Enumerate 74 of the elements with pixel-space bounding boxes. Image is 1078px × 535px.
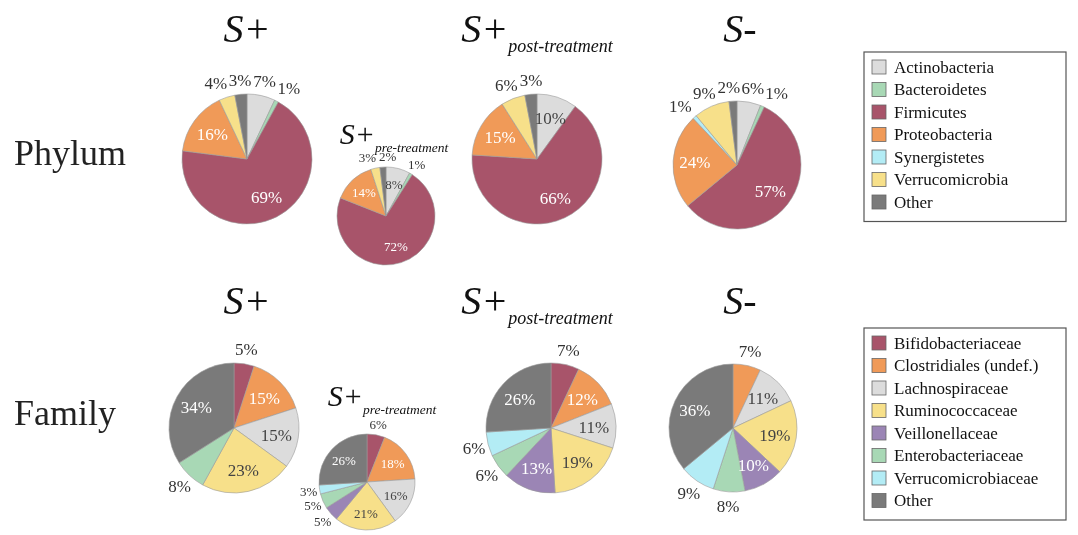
data-label: 7%	[253, 72, 277, 92]
legend-label: Ruminococcaceae	[894, 401, 1018, 420]
data-label: 66%	[539, 188, 571, 208]
data-label: 5%	[235, 340, 258, 360]
data-label: 9%	[692, 83, 716, 103]
data-label: 1%	[407, 156, 426, 172]
text: Phylum	[14, 133, 127, 173]
legend-label: Verrucomicrobia	[894, 170, 1009, 189]
legend-label: Other	[894, 192, 934, 212]
slice-label: S+$_{post-treatment}$	[461, 6, 614, 56]
data-label: 5%	[314, 513, 332, 529]
data-label: 1%	[765, 83, 788, 103]
slice-label: S+$_{post-treatment}$	[461, 278, 614, 328]
data-label: 7%	[557, 341, 580, 361]
slice-label: S+$_{pre-treatment}$	[339, 117, 450, 155]
slice-label: S+	[223, 278, 271, 323]
data-label: 15%	[248, 388, 280, 408]
data-label: 15%	[484, 128, 516, 148]
data-label: 18%	[380, 455, 405, 471]
data-label: 19%	[561, 452, 593, 472]
data-label: 23%	[227, 460, 259, 480]
data-label: 16%	[383, 488, 408, 504]
data-label: 8%	[168, 476, 191, 496]
data-label: 72%	[384, 239, 409, 255]
data-label: 6%	[462, 438, 486, 458]
data-label: 16%	[196, 124, 228, 144]
data-label: 26%	[504, 389, 536, 409]
data-label: 4%	[204, 74, 228, 94]
data-label: 9%	[677, 483, 701, 503]
data-label: 2%	[717, 77, 741, 97]
legend-label: Lachnospiraceae	[894, 378, 1009, 398]
data-label: 26%	[331, 452, 356, 468]
data-label: 8%	[716, 497, 740, 517]
data-label: 69%	[250, 188, 283, 208]
data-label: 6%	[369, 416, 387, 432]
slice-label: S-	[723, 6, 757, 51]
data-label: 11%	[578, 417, 610, 437]
legend-label: Enterobacteriaceae	[894, 446, 1024, 465]
legend-label: Actinobacteria	[894, 57, 995, 77]
data-label: 10%	[737, 455, 769, 475]
legend-label: Proteobacteria	[894, 125, 993, 144]
text: Family	[14, 393, 117, 433]
data-label: 13%	[520, 459, 553, 479]
data-label: 6%	[741, 78, 765, 98]
data-label: 6%	[475, 465, 499, 485]
data-label: 3%	[519, 70, 543, 90]
data-label: 6%	[494, 76, 518, 96]
legend-label: Bifidobacteriaceae	[894, 333, 1022, 353]
data-label: 11%	[747, 389, 779, 409]
slice-label: S+	[223, 6, 271, 51]
data-label: 1%	[277, 79, 301, 99]
data-label: 1%	[669, 97, 692, 117]
data-label: 36%	[679, 400, 711, 420]
data-label: 3%	[228, 70, 252, 90]
data-label: 15%	[260, 425, 292, 445]
data-label: 14%	[351, 184, 376, 200]
legend-label: Veillonellaceae	[894, 423, 998, 443]
legend-label: Synergistetes	[894, 147, 985, 167]
legend-label: Other	[894, 491, 934, 510]
data-label: 57%	[754, 181, 786, 201]
data-label: 21%	[354, 506, 379, 522]
legend-label: Clostridiales (undef.)	[894, 356, 1039, 375]
legend-label: Verrucomicrobiaceae	[894, 468, 1039, 488]
data-label: 24%	[679, 153, 711, 173]
slice-label: S+$_{pre-treatment}$	[327, 379, 438, 417]
data-label: 3%	[300, 483, 318, 499]
data-label: 19%	[759, 425, 791, 445]
data-label: 7%	[738, 342, 762, 362]
data-label: 34%	[180, 398, 212, 418]
data-label: 12%	[566, 389, 598, 409]
legend-label: Bacteroidetes	[894, 80, 987, 99]
data-label: 5%	[304, 498, 322, 513]
legend-label: Firmicutes	[894, 102, 967, 122]
slice-label: S-	[723, 278, 757, 323]
